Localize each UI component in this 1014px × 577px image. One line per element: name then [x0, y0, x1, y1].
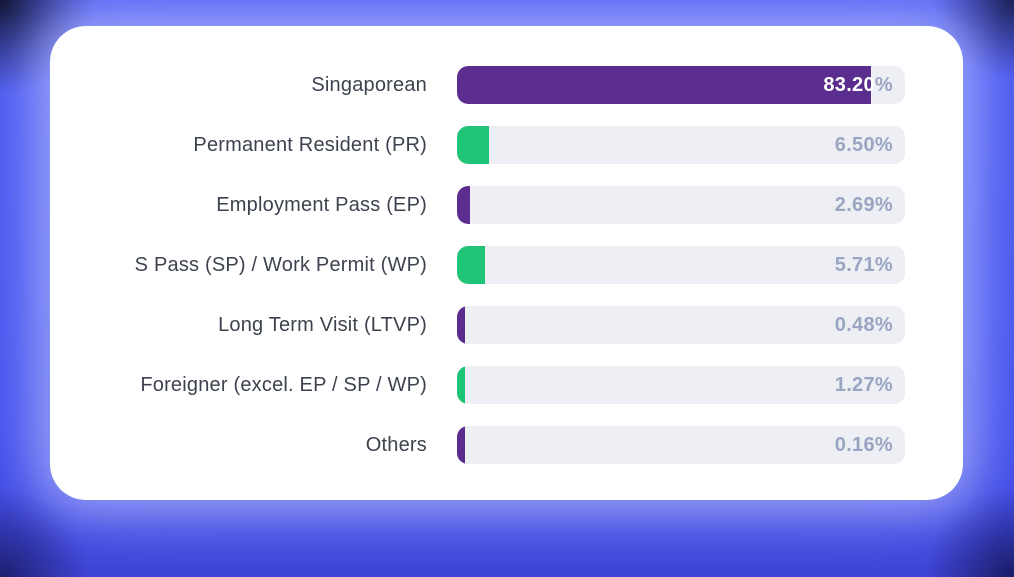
bar-track: 0.48% — [457, 306, 905, 344]
bar-row: Employment Pass (EP) 2.69% — [50, 186, 905, 224]
bar-fill — [457, 126, 490, 164]
percent-sign: % — [874, 313, 893, 336]
value-number: 5.71 — [834, 253, 875, 276]
value-label: 6.50% — [835, 126, 893, 164]
bar-track: 6.50% — [457, 126, 905, 164]
percent-sign: % — [874, 253, 893, 276]
value-label: 5.71% — [835, 246, 893, 284]
value-number: 0.16 — [834, 433, 875, 456]
value-label: 0.48% — [835, 306, 893, 344]
bar-fill — [457, 186, 471, 224]
category-label: Employment Pass (EP) — [216, 193, 427, 216]
value-label: 0.16% — [835, 426, 893, 464]
category-label: S Pass (SP) / Work Permit (WP) — [134, 253, 427, 276]
bar-track: 1.27% — [457, 366, 905, 404]
bar-row: Singaporean 83.20% — [50, 66, 905, 104]
percent-sign: % — [874, 133, 893, 156]
bar-fill — [457, 426, 465, 464]
value-number: 83.20 — [823, 73, 875, 96]
category-label: Singaporean — [311, 73, 427, 96]
bar-fill — [457, 366, 465, 404]
category-label: Foreigner (excel. EP / SP / WP) — [140, 373, 427, 396]
bar-track: 0.16% — [457, 426, 905, 464]
chart-card: Singaporean 83.20% Permanent Resident (PR)… — [50, 26, 963, 500]
bar-row: S Pass (SP) / Work Permit (WP) 5.71% — [50, 246, 905, 284]
value-number: 0.48 — [834, 313, 875, 336]
bar-row: Long Term Visit (LTVP) 0.48% — [50, 306, 905, 344]
value-label: 1.27% — [835, 366, 893, 404]
bar-track: 5.71% — [457, 246, 905, 284]
value-number: 2.69 — [834, 193, 875, 216]
value-label: 2.69% — [835, 186, 893, 224]
value-label: 83.20% — [823, 66, 893, 104]
category-label: Long Term Visit (LTVP) — [218, 313, 427, 336]
percent-sign: % — [874, 373, 893, 396]
category-label: Permanent Resident (PR) — [193, 133, 427, 156]
bar-track: 83.20% — [457, 66, 905, 104]
value-number: 1.27 — [834, 373, 875, 396]
bar-row: Permanent Resident (PR) 6.50% — [50, 126, 905, 164]
percent-sign: % — [874, 433, 893, 456]
bar-row: Foreigner (excel. EP / SP / WP) 1.27% — [50, 366, 905, 404]
percent-sign: % — [874, 73, 893, 96]
bar-chart: Singaporean 83.20% Permanent Resident (PR)… — [50, 66, 905, 464]
bar-fill — [457, 66, 872, 104]
value-number: 6.50 — [834, 133, 875, 156]
percent-sign: % — [874, 193, 893, 216]
bar-fill — [457, 246, 486, 284]
category-label: Others — [365, 433, 427, 456]
bar-track: 2.69% — [457, 186, 905, 224]
bar-row: Others 0.16% — [50, 426, 905, 464]
bar-fill — [457, 306, 465, 344]
